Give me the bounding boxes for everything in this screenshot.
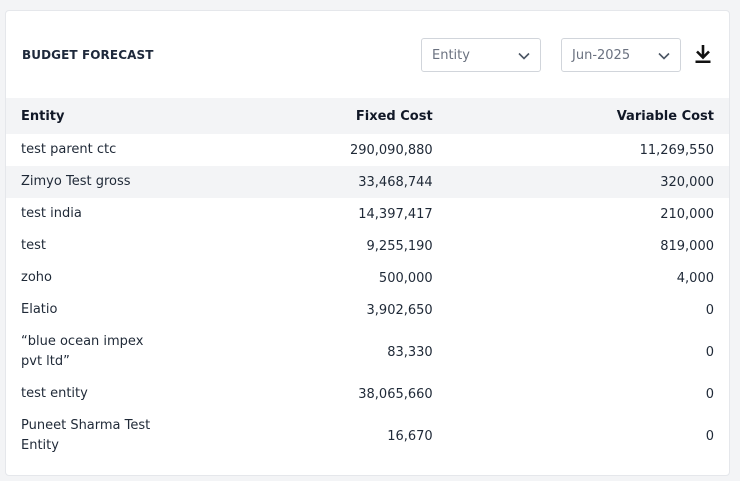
entity-select[interactable]: Entity <box>421 38 541 72</box>
cell-fixed-cost: 3,902,650 <box>366 302 433 318</box>
table-row: test parent ctc 290,090,880 11,269,550 <box>6 134 729 166</box>
month-select-value: Jun-2025 <box>572 47 631 63</box>
cell-entity: test parent ctc <box>21 142 117 157</box>
budget-table: Entity Fixed Cost Variable Cost test par… <box>6 98 729 462</box>
cell-variable-cost: 819,000 <box>660 238 714 254</box>
table-row: Zimyo Test gross 33,468,744 320,000 <box>6 166 729 198</box>
table-row: test india 14,397,417 210,000 <box>6 198 729 230</box>
cell-variable-cost: 11,269,550 <box>639 142 714 158</box>
cell-variable-cost: 210,000 <box>660 206 714 222</box>
cell-fixed-cost: 83,330 <box>387 344 433 360</box>
cell-fixed-cost: 16,670 <box>387 428 433 444</box>
table-row: Puneet Sharma Test Entity 16,670 0 <box>6 410 729 462</box>
cell-entity: test india <box>21 206 82 221</box>
cell-variable-cost: 0 <box>705 386 714 402</box>
cell-variable-cost: 0 <box>705 302 714 318</box>
cell-entity: test <box>21 238 46 253</box>
cell-fixed-cost: 33,468,744 <box>358 174 433 190</box>
table-header-row: Entity Fixed Cost Variable Cost <box>6 98 729 134</box>
cell-variable-cost: 320,000 <box>660 174 714 190</box>
cell-entity: Elatio <box>21 302 58 317</box>
table-row: test 9,255,190 819,000 <box>6 230 729 262</box>
col-header-variable-cost: Variable Cost <box>616 108 714 124</box>
cell-entity: Zimyo Test gross <box>21 174 131 189</box>
col-header-fixed-cost: Fixed Cost <box>355 108 433 124</box>
card-title: BUDGET FORECAST <box>22 48 154 62</box>
cell-fixed-cost: 500,000 <box>378 270 433 286</box>
cell-fixed-cost: 290,090,880 <box>349 142 433 158</box>
table-row: Elatio 3,902,650 0 <box>6 294 729 326</box>
table-row: zoho 500,000 4,000 <box>6 262 729 294</box>
cell-entity: test entity <box>21 386 88 401</box>
cell-variable-cost: 0 <box>705 428 714 444</box>
chevron-down-icon <box>658 52 670 60</box>
entity-select-value: Entity <box>432 47 470 63</box>
cell-variable-cost: 4,000 <box>676 270 714 286</box>
month-select[interactable]: Jun-2025 <box>561 38 681 72</box>
cell-fixed-cost: 9,255,190 <box>366 238 433 254</box>
cell-fixed-cost: 14,397,417 <box>358 206 433 222</box>
table-row: “blue ocean impex pvt ltd” 83,330 0 <box>6 326 729 378</box>
cell-entity: zoho <box>21 270 52 285</box>
col-header-entity: Entity <box>21 108 65 124</box>
chevron-down-icon <box>518 52 530 60</box>
cell-entity: “blue ocean impex pvt ltd” <box>21 334 144 369</box>
budget-forecast-card: BUDGET FORECAST Entity Jun-2025 Entity F… <box>5 10 730 476</box>
cell-entity: Puneet Sharma Test Entity <box>21 418 151 453</box>
cell-variable-cost: 0 <box>705 344 714 360</box>
download-icon[interactable] <box>694 44 712 64</box>
table-row: test entity 38,065,660 0 <box>6 378 729 410</box>
cell-fixed-cost: 38,065,660 <box>358 386 433 402</box>
